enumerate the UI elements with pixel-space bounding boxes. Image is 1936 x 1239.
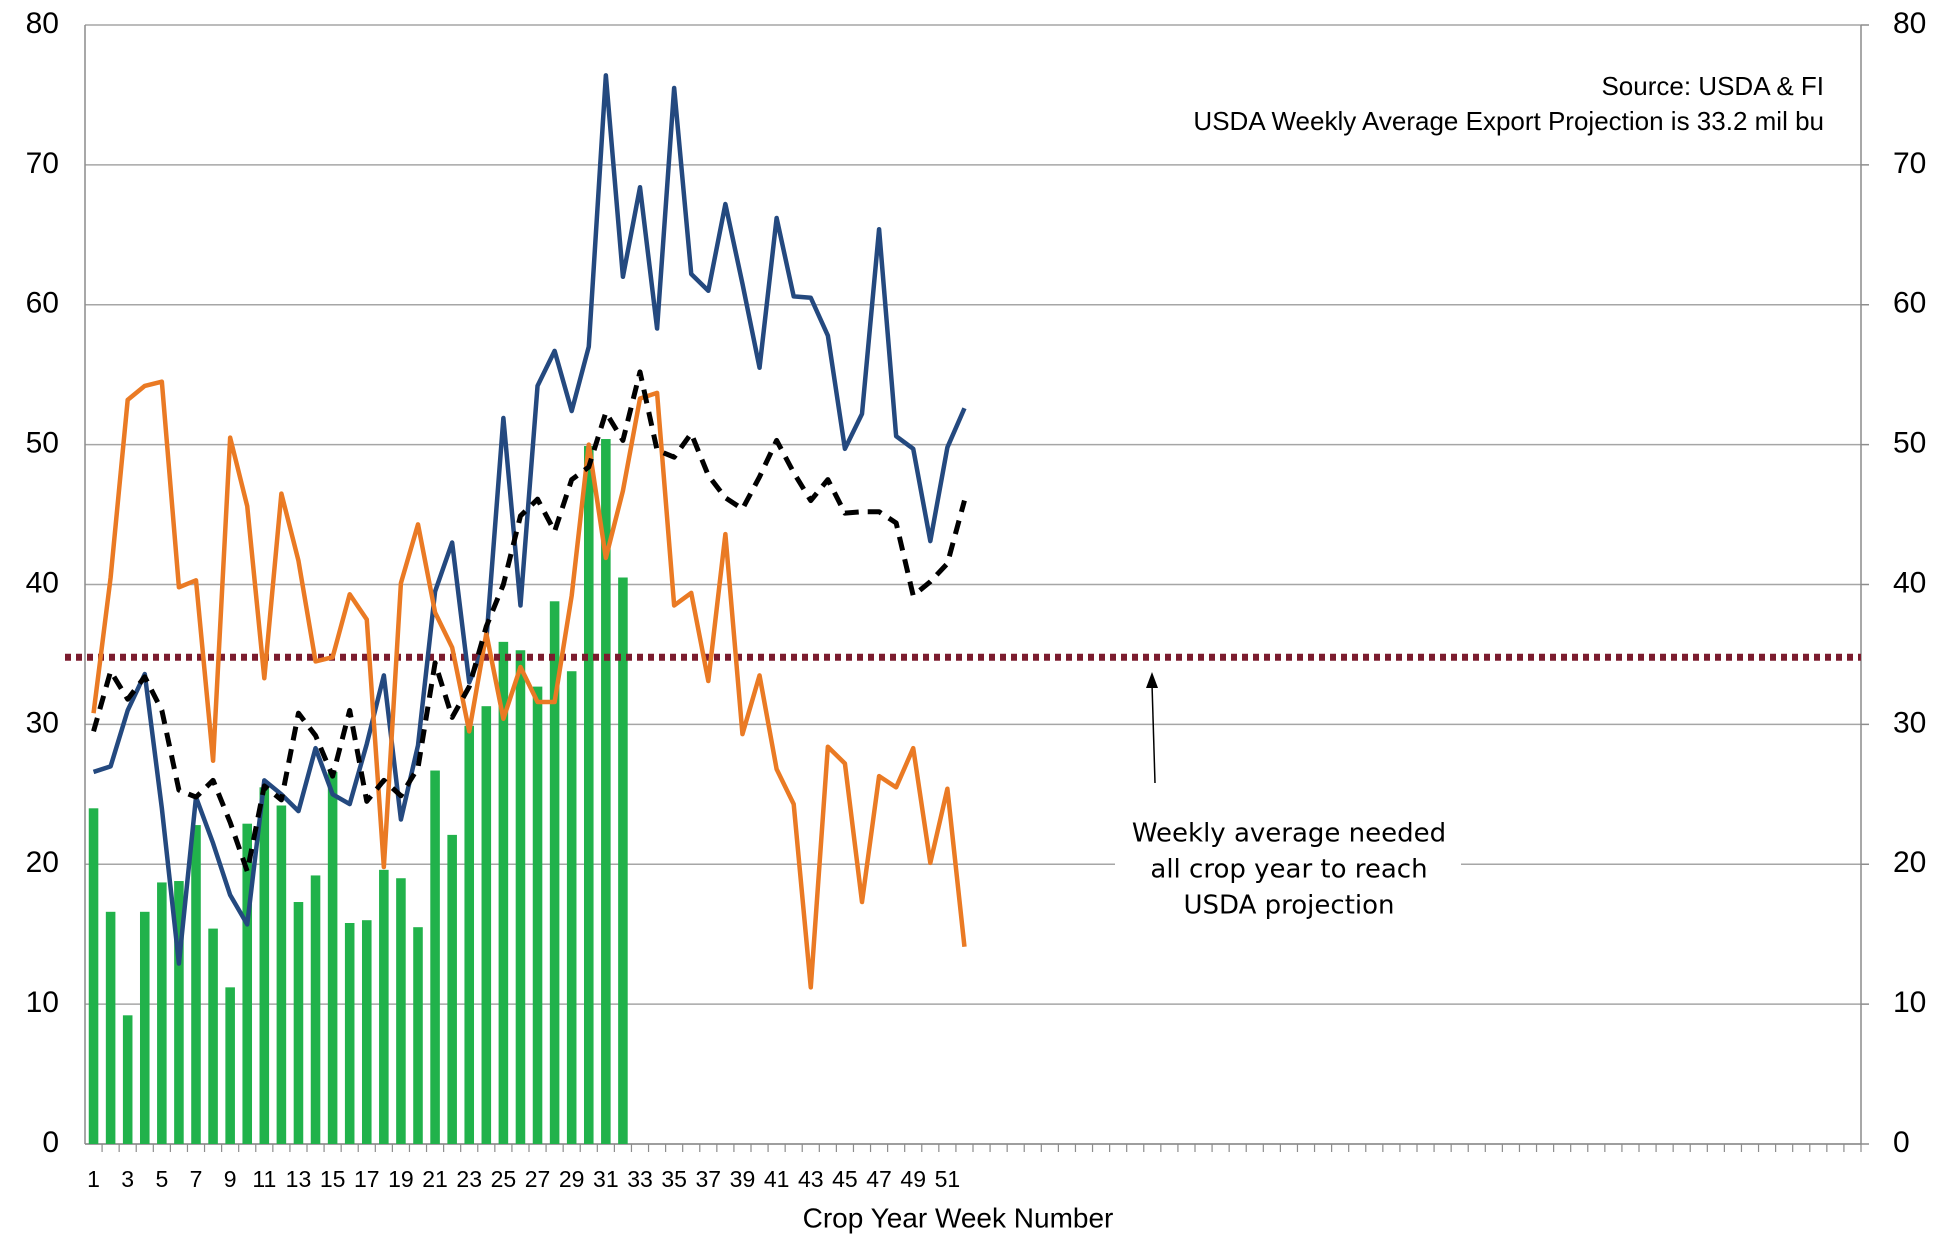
x-tick-label: 5 [155,1166,168,1192]
bar [583,446,594,1144]
y2-tick-label: 80 [1893,7,1926,40]
x-tick-label: 15 [320,1166,346,1192]
y2-tick-label: 60 [1893,287,1926,320]
y2-tick-label: 70 [1893,147,1926,180]
bar [293,902,304,1144]
x-tick-label: 1 [87,1166,100,1192]
y2-tick-label: 20 [1893,846,1926,879]
y2-tick-label: 40 [1893,566,1926,599]
source-text: Source: USDA & FI [1601,71,1824,101]
x-tick-label: 7 [190,1166,203,1192]
x-tick-label: 41 [764,1166,790,1192]
x-tick-label: 9 [224,1166,237,1192]
y2-tick-label: 10 [1893,986,1926,1019]
annotation-text: USDA projection [1184,891,1395,921]
x-tick-label: 17 [354,1166,380,1192]
x-tick-label: 49 [900,1166,926,1192]
bar [139,911,150,1144]
x-tick-label: 21 [422,1166,448,1192]
annotation-arrowhead [1146,672,1158,688]
y-tick-label: 50 [26,427,59,460]
bar [276,805,287,1144]
bar [515,650,526,1144]
x-tick-label: 11 [252,1166,276,1192]
bar [532,686,543,1144]
y-tick-label: 60 [26,287,59,320]
y-tick-label: 10 [26,986,59,1019]
x-tick-label: 3 [121,1166,134,1192]
bar [242,823,253,1144]
bar [361,920,372,1144]
bar [566,671,577,1144]
bar [225,987,235,1144]
bar [259,787,270,1144]
line-series [91,379,967,990]
bar [327,771,338,1144]
bar [549,601,560,1144]
bar [105,911,116,1144]
x-tick-label: 51 [935,1166,961,1192]
x-axis-title: Crop Year Week Number [803,1202,1114,1233]
bar [430,770,440,1144]
y-tick-label: 0 [42,1126,59,1159]
bar [208,928,218,1144]
x-tick-label: 27 [525,1166,551,1192]
bar [344,922,355,1144]
y-tick-label: 80 [26,7,59,40]
x-tick-label: 39 [730,1166,756,1192]
x-tick-label: 35 [661,1166,687,1192]
bar [174,881,184,1144]
bar [396,878,406,1144]
bar [498,641,509,1144]
x-tick-label: 23 [456,1166,482,1192]
annotation-text: all crop year to reach [1150,855,1427,885]
bar [122,1015,133,1144]
x-tick-label: 47 [866,1166,892,1192]
x-tick-label: 43 [798,1166,824,1192]
x-tick-label: 31 [593,1166,619,1192]
y-tick-label: 40 [26,566,59,599]
bar [379,869,389,1144]
x-tick-label: 45 [832,1166,858,1192]
bar [601,439,611,1144]
x-tick-label: 13 [286,1166,312,1192]
y-tick-label: 70 [26,147,59,180]
y2-tick-label: 30 [1893,706,1926,739]
annotation-bg [1115,812,1461,924]
bar [191,825,201,1144]
line-series [91,369,967,874]
bar [310,875,321,1144]
source-text: USDA Weekly Average Export Projection is… [1193,106,1824,136]
bar [618,577,628,1144]
x-tick-label: 33 [627,1166,653,1192]
y-tick-label: 30 [26,706,59,739]
x-tick-label: 19 [388,1166,414,1192]
line-series [92,73,967,966]
annotation-text: Weekly average needed [1132,819,1446,849]
x-tick-label: 37 [696,1166,722,1192]
annotation-arrow [1151,683,1156,784]
y2-tick-label: 50 [1893,427,1926,460]
bar [88,808,99,1144]
bar [447,834,457,1144]
y2-tick-label: 0 [1893,1126,1910,1159]
x-tick-label: 29 [559,1166,585,1192]
bar [157,882,167,1144]
x-tick-label: 25 [491,1166,517,1192]
bar [413,927,423,1144]
bar [464,725,475,1144]
y-tick-label: 20 [26,846,59,879]
bar [481,706,492,1144]
